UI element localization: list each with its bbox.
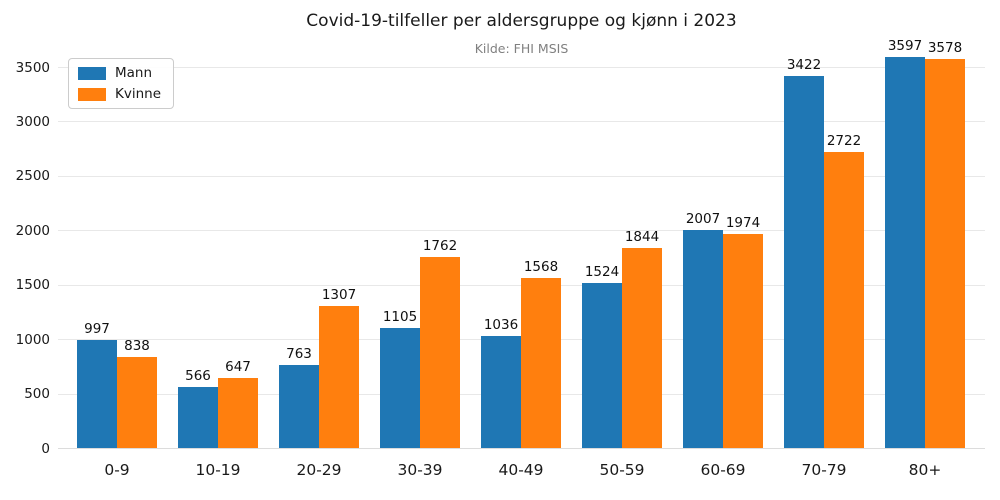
legend-swatch-kvinne — [78, 87, 106, 101]
bar-kvinne-30-39 — [420, 256, 460, 449]
value-label-kvinne-50-59: 1844 — [624, 228, 660, 245]
gridline-2000 — [58, 230, 985, 232]
x-tick-label-40-49: 40-49 — [498, 461, 544, 479]
value-label-kvinne-10-19: 647 — [225, 359, 251, 376]
bar-kvinne-40-49 — [521, 277, 561, 449]
gridline-0 — [58, 448, 985, 449]
bar-mann-70-79 — [784, 75, 824, 449]
x-tick-label-80+: 80+ — [908, 461, 942, 479]
y-tick-label-1000: 1000 — [15, 331, 50, 348]
bar-mann-60-69 — [683, 230, 723, 449]
bar-mann-10-19 — [178, 386, 218, 449]
bar-kvinne-20-29 — [319, 306, 359, 449]
legend-label-mann: Mann — [115, 65, 153, 81]
value-label-kvinne-40-49: 1568 — [523, 258, 559, 275]
bar-mann-80+ — [885, 56, 925, 449]
value-label-mann-60-69: 2007 — [685, 211, 721, 228]
bar-kvinne-70-79 — [824, 152, 864, 449]
x-tick-label-0-9: 0-9 — [104, 461, 130, 479]
x-tick-label-70-79: 70-79 — [801, 461, 847, 479]
value-label-mann-0-9: 997 — [84, 320, 110, 337]
value-label-kvinne-30-39: 1762 — [422, 237, 458, 254]
bar-kvinne-10-19 — [218, 378, 258, 449]
y-tick-label-2500: 2500 — [15, 168, 50, 185]
y-tick-label-0: 0 — [41, 440, 50, 457]
bar-mann-40-49 — [481, 335, 521, 449]
value-label-kvinne-60-69: 1974 — [725, 214, 761, 231]
chart-title: Covid-19-tilfeller per aldersgruppe og k… — [306, 11, 737, 31]
value-label-mann-40-49: 1036 — [483, 316, 519, 333]
legend-item-mann: Mann — [78, 65, 161, 81]
chart-subtitle: Kilde: FHI MSIS — [474, 41, 569, 56]
gridline-2500 — [58, 175, 985, 177]
bar-mann-30-39 — [380, 328, 420, 449]
bar-kvinne-0-9 — [117, 357, 157, 449]
value-label-kvinne-0-9: 838 — [124, 338, 150, 355]
gridline-3000 — [58, 121, 985, 123]
y-tick-label-3500: 3500 — [15, 59, 50, 76]
y-tick-label-3000: 3000 — [15, 113, 50, 130]
gridline-3500 — [58, 67, 985, 68]
y-tick-label-1500: 1500 — [15, 277, 50, 294]
bar-mann-0-9 — [77, 339, 117, 449]
value-label-mann-30-39: 1105 — [382, 309, 418, 326]
legend-item-kvinne: Kvinne — [78, 86, 161, 102]
legend-label-kvinne: Kvinne — [115, 86, 162, 102]
value-label-kvinne-20-29: 1307 — [321, 287, 357, 304]
x-tick-label-30-39: 30-39 — [397, 461, 443, 479]
y-tick-label-2000: 2000 — [15, 222, 50, 239]
x-tick-label-60-69: 60-69 — [700, 461, 746, 479]
bar-kvinne-80+ — [925, 59, 965, 449]
legend-swatch-mann — [78, 66, 106, 80]
value-label-mann-80+: 3597 — [887, 37, 923, 54]
value-label-mann-20-29: 763 — [286, 346, 312, 363]
y-tick-label-500: 500 — [24, 386, 50, 403]
value-label-kvinne-70-79: 2722 — [826, 133, 862, 150]
x-tick-label-10-19: 10-19 — [195, 461, 241, 479]
x-tick-label-50-59: 50-59 — [599, 461, 645, 479]
value-label-mann-50-59: 1524 — [584, 263, 620, 280]
value-label-kvinne-80+: 3578 — [927, 40, 963, 56]
value-label-mann-70-79: 3422 — [786, 56, 822, 73]
value-label-mann-10-19: 566 — [185, 367, 211, 384]
bar-kvinne-50-59 — [622, 247, 662, 449]
legend: Mann Kvinne — [68, 58, 175, 109]
bar-kvinne-60-69 — [723, 233, 763, 449]
bar-mann-50-59 — [582, 282, 622, 449]
bar-mann-20-29 — [279, 365, 319, 449]
x-tick-label-20-29: 20-29 — [296, 461, 342, 479]
